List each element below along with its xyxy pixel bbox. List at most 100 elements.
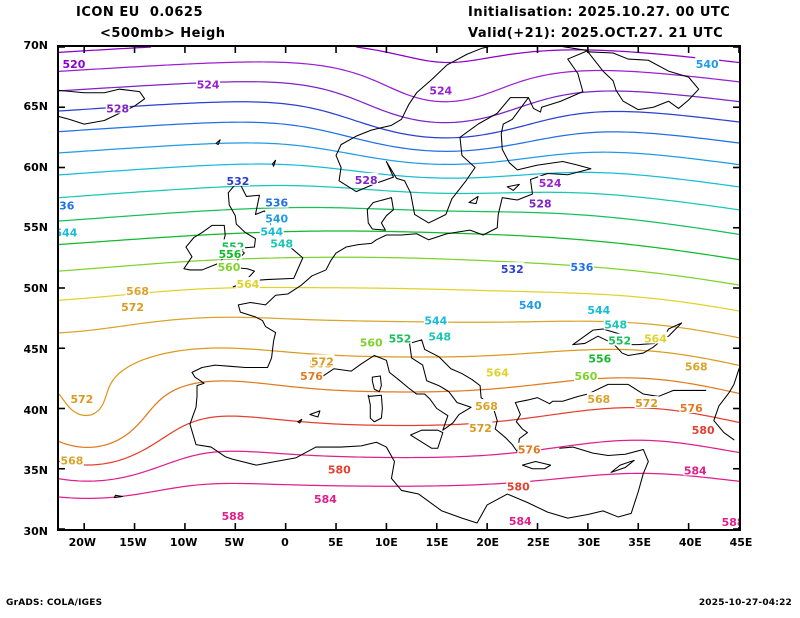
coastline-1 (183, 224, 226, 271)
contour-label-bg (59, 198, 75, 211)
x-tick-45E: 45E (729, 536, 753, 549)
contour-540 (59, 142, 739, 166)
contour-label-584: 584 (684, 464, 707, 477)
contour-536 (59, 121, 739, 152)
contour-label-bg (721, 515, 739, 528)
contour-label-536: 536 (59, 200, 74, 213)
contour-label-bg (587, 351, 612, 364)
contour-label-568: 568 (126, 285, 149, 298)
contour-label-bg (359, 335, 384, 348)
contour-556 (59, 230, 739, 261)
coastline-11 (371, 375, 382, 393)
contour-520 (356, 47, 739, 64)
contour-label-544: 544 (260, 225, 283, 238)
y-tick-65N: 65N (23, 99, 48, 113)
contour-label-bg (221, 509, 245, 522)
contour-label-bg (695, 56, 720, 69)
contour-label-544: 544 (424, 315, 447, 328)
contour-label-528: 528 (355, 174, 378, 187)
contour-label-bg (586, 392, 611, 405)
contour-label-588: 588 (722, 516, 739, 529)
contour-label-536: 536 (265, 197, 288, 210)
contour-label-576: 576 (518, 444, 541, 457)
contour-label-bg (299, 369, 324, 382)
contour-label-bg (61, 56, 86, 69)
contour-label-bg (105, 101, 130, 114)
x-tick-40E: 40E (678, 536, 702, 549)
contour-label-572: 572 (311, 355, 334, 368)
contour-label-540: 540 (265, 213, 288, 226)
coastline-12 (521, 460, 552, 470)
contour-label-548: 548 (428, 331, 451, 344)
valid-time: Valid(+21): 2025.OCT.27. 21 UTC (468, 26, 724, 41)
contour-560 (59, 256, 739, 286)
contour-label-552: 552 (608, 335, 631, 348)
coastline-14 (297, 418, 303, 424)
contour-label-bg (313, 492, 338, 505)
contour-map-plot: 5205245245245285285285325325365365365405… (57, 45, 741, 531)
contour-label-540: 540 (519, 299, 542, 312)
contour-label-bg (427, 329, 452, 342)
contour-label-544: 544 (587, 304, 610, 317)
contour-label-576: 576 (680, 402, 703, 415)
contour-label-bg (603, 317, 628, 330)
contour-label-580: 580 (507, 480, 530, 493)
contour-label-564: 564 (644, 333, 667, 346)
contour-label-bg (569, 260, 594, 273)
contour-label-bg (428, 83, 453, 96)
contour-label-bg (517, 442, 542, 455)
render-timestamp: 2025-10-27-04:22 (698, 598, 792, 608)
contour-label-bg (59, 225, 78, 238)
coastline-13 (610, 459, 635, 473)
contour-label-bg (679, 401, 704, 413)
x-tick-30E: 30E (577, 536, 601, 549)
contour-label-560: 560 (574, 370, 597, 383)
level-subtitle: <500mb> Heigh (100, 26, 226, 41)
coastline-10 (367, 394, 383, 423)
contour-label-bg (354, 172, 379, 185)
coastline-18 (506, 183, 520, 191)
coastline-9 (410, 429, 444, 449)
contour-label-bg (468, 420, 493, 433)
contour-label-532: 532 (227, 175, 250, 188)
axis-ticks-group (59, 47, 739, 529)
x-tick-35E: 35E (628, 536, 652, 549)
contour-label-bg (259, 224, 284, 237)
contour-524 (59, 61, 739, 103)
contour-label-584: 584 (314, 493, 337, 506)
contour-label-572: 572 (635, 397, 658, 410)
contour-label-548: 548 (604, 319, 627, 332)
contour-label-bg (586, 302, 611, 315)
contour-label-588: 588 (222, 510, 245, 523)
initialisation-time: Initialisation: 2025.10.27. 00 UTC (468, 5, 731, 20)
y-tick-30N: 30N (23, 525, 48, 538)
contour-576 (59, 377, 739, 449)
contour-label-568: 568 (475, 400, 498, 413)
contour-lines-group (59, 47, 739, 500)
contour-label-568: 568 (61, 455, 84, 468)
contour-584 (59, 439, 739, 482)
x-tick-15E: 15E (425, 536, 449, 549)
contour-label-572: 572 (469, 422, 492, 435)
x-tick-5E: 5E (328, 536, 344, 549)
contour-label-568: 568 (587, 393, 610, 406)
contour-label-bg (226, 173, 250, 186)
coastline-0 (59, 88, 146, 125)
x-tick-10W: 10W (169, 536, 198, 549)
contour-label-bg (485, 365, 510, 378)
contour-label-bg (474, 399, 499, 411)
contour-label-572: 572 (121, 301, 144, 314)
contour-label-536: 536 (571, 261, 594, 274)
contour-label-584: 584 (509, 515, 532, 528)
y-tick-45N: 45N (23, 342, 48, 356)
contour-label-bg (218, 247, 242, 260)
contour-label-bg (691, 422, 716, 435)
contour-552 (59, 206, 739, 235)
contour-label-bg (607, 333, 632, 346)
contour-label-bg (508, 514, 533, 527)
contour-568 (59, 316, 739, 339)
coastline-21 (713, 367, 739, 441)
contour-label-bg (500, 262, 525, 275)
contour-label-bg (683, 463, 708, 476)
contour-580 (59, 407, 739, 466)
